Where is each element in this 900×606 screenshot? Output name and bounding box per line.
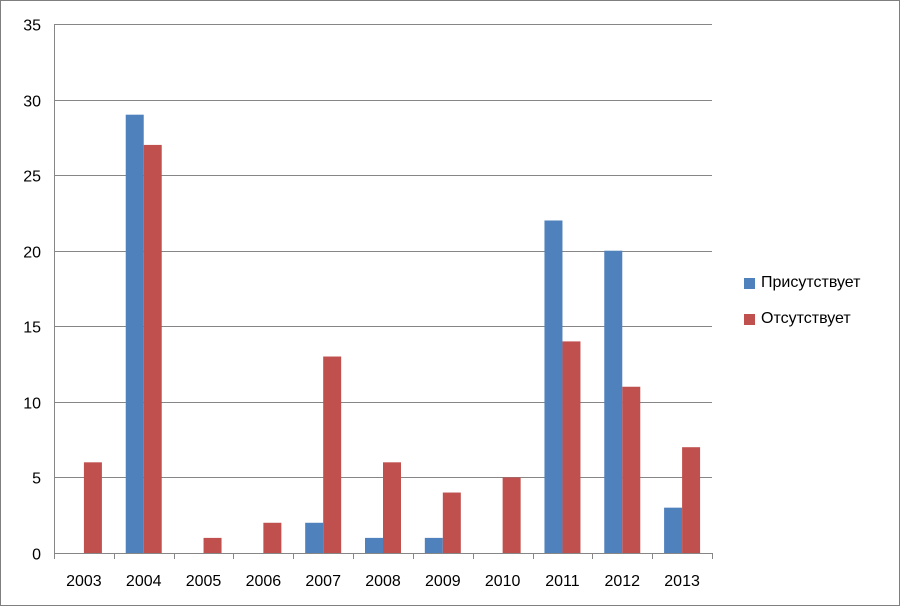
- legend: Присутствует Отсутствует: [744, 272, 860, 344]
- bar-series-1-2007: [305, 522, 324, 553]
- bar-series-2-2009: [442, 492, 461, 553]
- bar-series-2-2013: [682, 447, 701, 553]
- bar-series-2-2011: [562, 341, 581, 553]
- bar-series-1-2008: [365, 537, 383, 553]
- x-tick-label-2003: 2003: [66, 573, 102, 590]
- y-axis-tick-labels: 0 5 10 15 20 25 30 35: [23, 18, 41, 564]
- y-tick-label-35: 35: [23, 18, 41, 35]
- bar-series-2-2010: [502, 477, 521, 553]
- bars: [83, 114, 701, 553]
- bar-series-2-2008: [383, 462, 401, 553]
- legend-label-series-1: Присутствует: [761, 274, 861, 291]
- x-tick-label-2013: 2013: [664, 573, 700, 590]
- y-tick-label-15: 15: [23, 320, 41, 337]
- x-tick-label-2010: 2010: [485, 573, 521, 590]
- bar-series-1-2011: [544, 220, 563, 553]
- bar-series-2-2007: [323, 356, 342, 553]
- x-tick-label-2009: 2009: [425, 573, 461, 590]
- bar-series-1-2012: [604, 250, 623, 553]
- bar-series-2-2004: [143, 144, 162, 553]
- legend-label-series-2: Отсутствует: [761, 310, 851, 327]
- legend-swatch-series-1: [744, 277, 755, 289]
- y-tick-label-30: 30: [23, 94, 41, 111]
- x-tick-label-2007: 2007: [305, 573, 341, 590]
- x-axis-tick-labels: 2003 2004 2005 2006 2007 2008 2009 2010 2011 2012…: [54, 553, 713, 590]
- bar-series-2-2005: [203, 537, 222, 553]
- x-tick-label-2004: 2004: [126, 573, 162, 590]
- x-tick-label-2006: 2006: [246, 573, 282, 590]
- bar-series-2-2006: [263, 522, 282, 553]
- x-tick-label-2008: 2008: [365, 573, 401, 590]
- bar-series-2-2012: [622, 386, 641, 553]
- y-tick-label-20: 20: [23, 245, 41, 262]
- x-tick-label-2012: 2012: [604, 573, 640, 590]
- legend-swatch-series-2: [744, 313, 755, 325]
- bar-series-1-2004: [125, 114, 144, 553]
- y-tick-label-25: 25: [23, 169, 41, 186]
- bar-series-1-2013: [664, 507, 683, 553]
- x-tick-label-2005: 2005: [186, 573, 222, 590]
- y-tick-label-5: 5: [32, 471, 41, 488]
- gridlines: [54, 24, 712, 478]
- bar-series-2-2003: [83, 462, 102, 553]
- legend-item-series-2: Отсутствует: [744, 308, 860, 330]
- y-tick-label-0: 0: [32, 547, 41, 564]
- legend-item-series-1: Присутствует: [744, 272, 860, 294]
- axes: [54, 24, 712, 554]
- bar-series-1-2009: [424, 537, 443, 553]
- x-tick-label-2011: 2011: [545, 573, 580, 590]
- y-tick-label-10: 10: [23, 396, 41, 413]
